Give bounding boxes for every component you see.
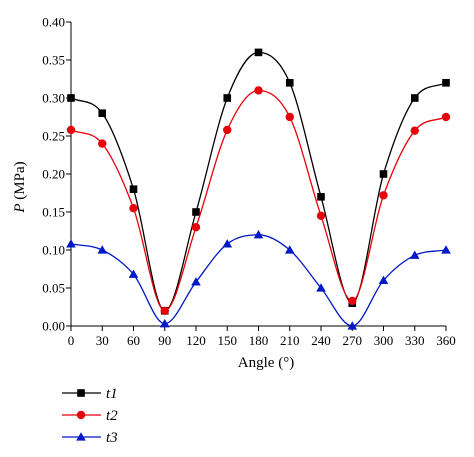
data-point-t3: [66, 239, 76, 248]
data-point-t2: [191, 223, 201, 232]
x-axis-label: Angle (°): [238, 355, 294, 371]
data-point-t2: [98, 139, 107, 148]
legend-label: t3: [106, 430, 118, 446]
x-tick-label: 240: [311, 333, 331, 348]
y-tick-label: 0.20: [42, 167, 65, 182]
y-tick-label: 0.05: [42, 281, 65, 296]
legend-marker: [76, 410, 86, 420]
data-point-t2: [66, 125, 76, 135]
x-tick-label: 330: [405, 333, 425, 348]
data-point-t3: [253, 230, 264, 239]
x-tick-label: 270: [343, 333, 363, 348]
series-line-t3: [70, 234, 447, 327]
data-point-t1: [223, 94, 232, 102]
data-point-t2: [223, 125, 232, 135]
y-tick-label: 0.25: [42, 129, 65, 144]
data-point-t3: [409, 250, 420, 259]
data-point-t3: [441, 245, 451, 254]
data-point-t3: [284, 245, 295, 254]
legend-marker: [77, 389, 85, 397]
x-tick-label: 60: [127, 333, 140, 348]
x-tick-label: 300: [374, 333, 394, 348]
data-point-t3: [191, 277, 201, 286]
data-point-t3: [316, 283, 326, 292]
x-tick-label: 30: [96, 333, 109, 348]
series-t2: [66, 86, 451, 315]
legend-label: t1: [106, 386, 118, 402]
series-t3: [66, 230, 451, 330]
x-tick-label: 90: [158, 333, 171, 348]
data-point-t1: [98, 109, 107, 117]
data-point-t2: [348, 296, 357, 306]
data-point-t3: [347, 321, 358, 330]
series-group: [66, 48, 451, 330]
x-tick-label: 210: [280, 333, 300, 348]
x-tick-label: 180: [249, 333, 269, 348]
legend-marker: [76, 432, 86, 441]
x-tick-label: 360: [436, 333, 456, 348]
x-tick-label: 0: [68, 333, 75, 348]
y-tick-label: 0.30: [42, 91, 65, 106]
data-point-t2: [254, 86, 263, 95]
data-point-t1: [379, 170, 388, 178]
y-axis-label: P (MPa): [12, 161, 28, 213]
data-point-t1: [67, 94, 75, 102]
y-tick-label: 0.10: [42, 243, 65, 258]
legend-label: t2: [106, 408, 118, 424]
data-point-t3: [97, 245, 108, 254]
data-point-t2: [410, 126, 419, 135]
data-point-t3: [159, 318, 170, 328]
legend: t1 t2 t3: [62, 386, 118, 446]
data-point-t2: [285, 112, 294, 122]
data-point-t1: [410, 94, 419, 102]
legend-item-t2: t2: [62, 408, 118, 424]
data-point-t2: [129, 204, 138, 213]
data-point-t3: [378, 275, 389, 284]
data-point-t2: [379, 191, 388, 200]
axes: 0.00 0.05 0.10 0.15 0.20 0.25 0.30 0.35 0.40 0 30 6…: [42, 15, 456, 349]
data-point-t1: [254, 48, 263, 57]
data-point-t3: [128, 269, 139, 278]
data-point-t1: [192, 208, 200, 216]
y-tick-label: 0.15: [42, 205, 65, 220]
data-point-t1: [129, 185, 138, 193]
data-point-t2: [441, 112, 451, 122]
x-tick-label: 150: [218, 333, 238, 348]
y-axis-label-symbol: P: [12, 203, 28, 213]
data-point-t1: [317, 193, 325, 201]
y-tick-label: 0.40: [42, 15, 65, 30]
y-tick-label: 0.00: [42, 319, 65, 334]
data-point-t1: [442, 79, 450, 87]
legend-item-t3: t3: [62, 430, 118, 446]
series-line-t2: [70, 89, 447, 312]
y-tick-label: 0.35: [42, 53, 65, 68]
y-axis-label-unit: (MPa): [12, 161, 28, 203]
x-tick-label: 120: [186, 333, 206, 348]
data-point-t1: [285, 79, 294, 87]
data-point-t2: [160, 306, 169, 315]
data-point-t3: [222, 239, 233, 248]
legend-item-t1: t1: [62, 386, 118, 402]
data-point-t2: [316, 211, 326, 220]
